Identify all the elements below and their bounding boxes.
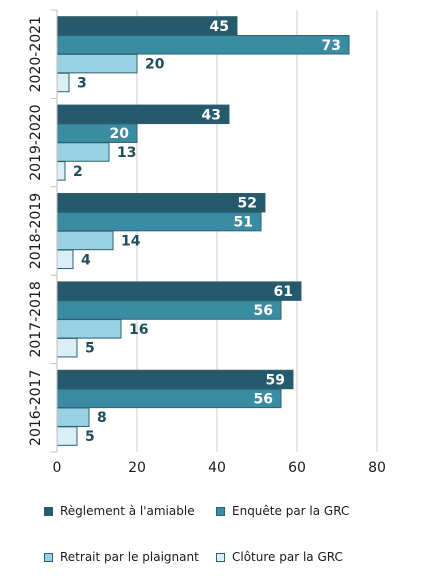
x-tick-label-60: 60 xyxy=(288,460,306,476)
data-label-2016-2017-0: 59 xyxy=(266,373,285,389)
bar-2017-2018-2 xyxy=(56,319,122,339)
bar-2020-2021-3 xyxy=(56,72,70,93)
data-label-2018-2019-3: 4 xyxy=(81,252,91,268)
bar-2016-2017-2 xyxy=(56,407,90,427)
x-tick-label-0: 0 xyxy=(53,460,62,476)
data-label-2019-2020-0: 43 xyxy=(202,107,221,123)
bar-2019-2020-3 xyxy=(56,161,66,181)
data-label-2017-2018-3: 5 xyxy=(85,341,95,357)
bar-2017-2018-3 xyxy=(56,337,78,358)
category-label-2016-2017: 2016-2017 xyxy=(28,370,44,446)
data-label-2016-2017-3: 5 xyxy=(85,429,95,445)
category-label-2018-2019: 2018-2019 xyxy=(28,193,44,269)
data-label-2018-2019-2: 14 xyxy=(121,233,141,249)
data-label-2018-2019-1: 51 xyxy=(234,215,253,231)
data-label-2020-2021-2: 20 xyxy=(145,57,165,73)
bar-2016-2017-3 xyxy=(56,426,78,446)
data-label-2019-2020-3: 2 xyxy=(73,164,83,180)
bar-2016-2017-0 xyxy=(56,369,294,390)
bar-2020-2021-2 xyxy=(56,53,138,74)
data-label-2017-2018-2: 16 xyxy=(129,322,148,338)
bar-2017-2018-0 xyxy=(56,281,302,301)
data-label-2017-2018-0: 61 xyxy=(274,284,293,300)
bar-2018-2019-0 xyxy=(56,192,266,213)
data-label-2017-2018-1: 56 xyxy=(254,303,273,319)
bar-2019-2020-2 xyxy=(56,142,110,162)
category-label-2017-2018: 2017-2018 xyxy=(28,281,44,357)
data-label-2020-2021-0: 45 xyxy=(210,19,229,35)
data-label-2020-2021-1: 73 xyxy=(322,38,341,54)
bar-2017-2018-1 xyxy=(56,300,282,320)
x-tick-label-80: 80 xyxy=(368,460,386,476)
data-label-2019-2020-1: 20 xyxy=(110,126,130,142)
data-label-2016-2017-2: 8 xyxy=(97,410,107,426)
data-label-2020-2021-3: 3 xyxy=(77,75,87,91)
x-tick-label-20: 20 xyxy=(128,460,146,476)
bar-2018-2019-2 xyxy=(56,230,114,251)
category-label-2020-2021: 2020-2021 xyxy=(28,16,44,92)
bar-2020-2021-1 xyxy=(56,35,350,55)
bar-2016-2017-1 xyxy=(56,388,282,409)
data-label-2018-2019-0: 52 xyxy=(238,196,257,212)
category-label-2019-2020: 2019-2020 xyxy=(28,104,44,180)
x-tick-label-40: 40 xyxy=(208,460,226,476)
data-label-2019-2020-2: 13 xyxy=(117,145,136,161)
data-label-2016-2017-1: 56 xyxy=(254,391,273,407)
bar-2018-2019-3 xyxy=(56,249,74,270)
bar-2018-2019-1 xyxy=(56,211,262,232)
